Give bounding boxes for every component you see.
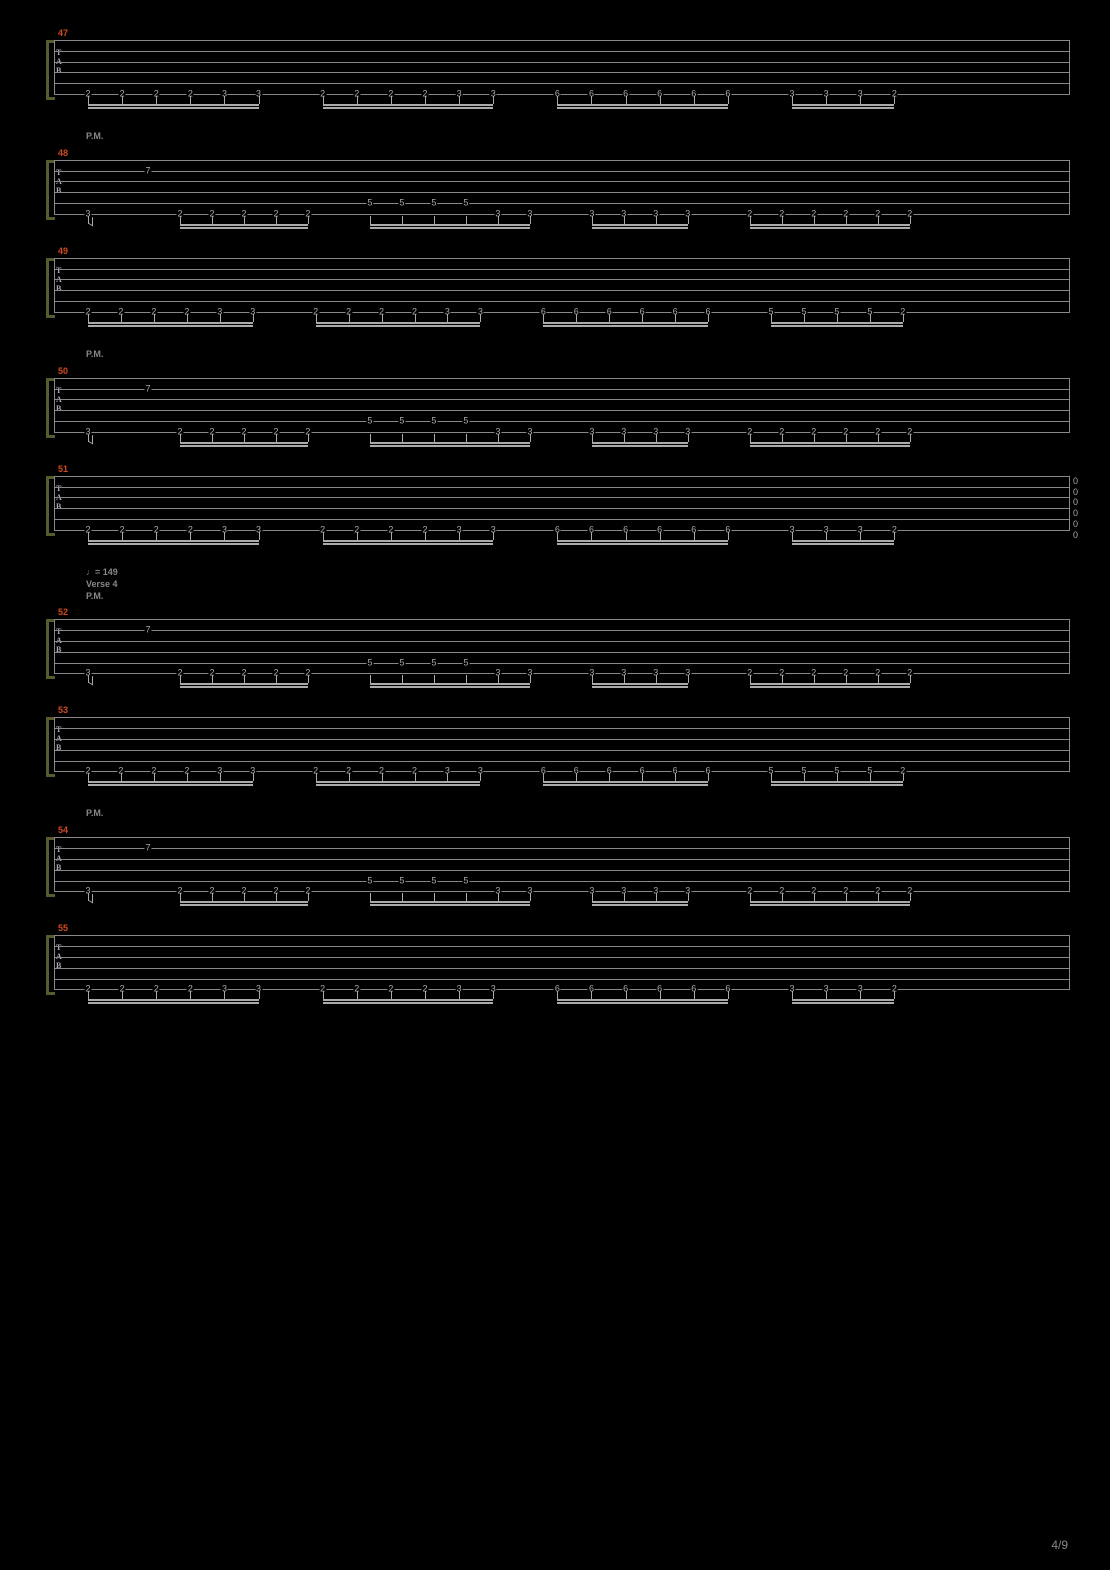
fret-number: 5: [366, 876, 373, 885]
fret-number: 7: [144, 384, 151, 393]
staff: TAB37222225555333333222222: [30, 837, 1070, 907]
staff: TAB22223322223366666655552: [30, 717, 1070, 787]
fret-number: 5: [462, 199, 469, 208]
beams-layer: [70, 96, 1060, 110]
measure-number: 51: [58, 464, 68, 474]
measure-number: 47: [58, 28, 68, 38]
fret-number: 5: [430, 876, 437, 885]
measure-number: 50: [58, 366, 68, 376]
annotation-text: Verse 4: [86, 580, 1070, 590]
end-chord: 000000: [1073, 476, 1078, 541]
measure: 49TAB22223322223366666655552: [30, 258, 1070, 328]
staff: TAB37222225555333333222222: [30, 160, 1070, 230]
measure-annotations: P.M.: [30, 350, 1070, 360]
measure-number: 52: [58, 607, 68, 617]
measure: 53TAB22223322223366666655552: [30, 717, 1070, 787]
fret-number: 5: [366, 416, 373, 425]
fret-number: 5: [430, 416, 437, 425]
beams-layer: [70, 216, 1060, 230]
staff: TAB37222225555333333222222: [30, 619, 1070, 689]
beams-layer: [70, 434, 1060, 448]
fret-number: 5: [462, 658, 469, 667]
annotation-text: P.M.: [86, 350, 1070, 360]
measure-annotations: ♩= 149 Verse 4 P.M.: [30, 568, 1070, 602]
beams-layer: [70, 532, 1060, 546]
measure-number: 53: [58, 705, 68, 715]
measure: 54TAB37222225555333333222222: [30, 837, 1070, 907]
measure: 48TAB37222225555333333222222: [30, 160, 1070, 230]
fret-number: 7: [144, 166, 151, 175]
fret-number: 5: [462, 416, 469, 425]
beams-layer: [70, 991, 1060, 1005]
fret-number: 7: [144, 626, 151, 635]
annotation-text: P.M.: [86, 132, 1070, 142]
fret-number: 5: [366, 658, 373, 667]
staff: TAB2222332222336666663332: [30, 40, 1070, 110]
measure-number: 49: [58, 246, 68, 256]
fret-number: 5: [398, 416, 405, 425]
staff: TAB0000002222332222336666663332: [30, 476, 1070, 546]
tab-page: 47TAB2222332222336666663332P.M.48TAB3722…: [0, 0, 1110, 1063]
fret-number: 5: [462, 876, 469, 885]
measure: 47TAB2222332222336666663332: [30, 40, 1070, 110]
fret-number: 5: [430, 658, 437, 667]
measure: 52TAB37222225555333333222222: [30, 619, 1070, 689]
annotation-text: P.M.: [86, 809, 1070, 819]
beams-layer: [70, 893, 1060, 907]
annotation-text: ♩= 149: [86, 568, 1070, 578]
measure: 55TAB2222332222336666663332: [30, 935, 1070, 1005]
fret-number: 5: [398, 658, 405, 667]
staff: TAB37222225555333333222222: [30, 378, 1070, 448]
fret-number: 5: [398, 199, 405, 208]
beams-layer: [70, 773, 1060, 787]
staff: TAB2222332222336666663332: [30, 935, 1070, 1005]
beams-layer: [70, 675, 1060, 689]
fret-number: 5: [366, 199, 373, 208]
staff: TAB22223322223366666655552: [30, 258, 1070, 328]
fret-number: 5: [430, 199, 437, 208]
measure: 50TAB37222225555333333222222: [30, 378, 1070, 448]
measure-annotations: P.M.: [30, 132, 1070, 142]
measure-number: 55: [58, 923, 68, 933]
page-number: 4/9: [1051, 1538, 1068, 1552]
measure-annotations: P.M.: [30, 809, 1070, 819]
annotation-text: P.M.: [86, 592, 1070, 602]
measure-number: 48: [58, 148, 68, 158]
beams-layer: [70, 314, 1060, 328]
fret-number: 5: [398, 876, 405, 885]
fret-number: 7: [144, 844, 151, 853]
measure-number: 54: [58, 825, 68, 835]
measure: 51TAB0000002222332222336666663332: [30, 476, 1070, 546]
